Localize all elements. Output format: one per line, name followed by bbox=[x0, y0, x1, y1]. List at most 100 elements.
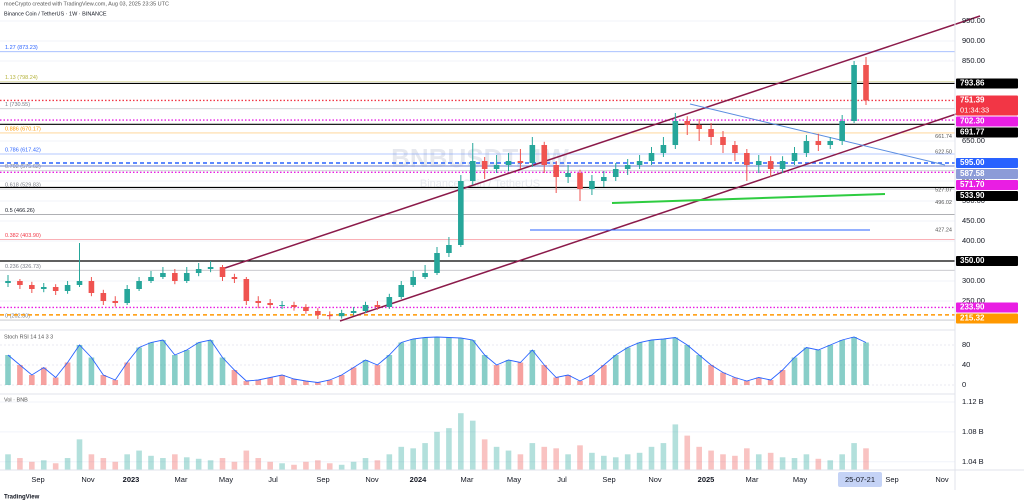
price-label-box bbox=[956, 95, 1018, 116]
volume-bar bbox=[708, 450, 714, 470]
price-label: 595.00 bbox=[960, 158, 985, 167]
volume-bar bbox=[732, 455, 738, 470]
oscillator-bar bbox=[398, 342, 405, 385]
candle-body bbox=[505, 161, 512, 165]
volume-bar bbox=[207, 460, 214, 470]
oscillator-bar bbox=[291, 379, 297, 385]
candle-body bbox=[481, 161, 488, 169]
volume-bar bbox=[362, 458, 369, 470]
y-tick-label: 250.00 bbox=[962, 296, 985, 305]
oscillator-bar bbox=[839, 340, 845, 385]
oscillator-bar bbox=[52, 377, 59, 385]
oscillator-bar bbox=[303, 381, 309, 385]
descending-line bbox=[689, 103, 946, 166]
candle-body bbox=[231, 277, 238, 279]
fib-label: 0.886 (670.17) bbox=[5, 126, 41, 132]
volume-bar bbox=[720, 454, 726, 470]
candle-body bbox=[732, 145, 738, 153]
fib-label: 0.5 (466.26) bbox=[5, 208, 35, 214]
header: moeCrypto created with TradingView.com, … bbox=[4, 1, 169, 7]
candle-body bbox=[779, 161, 786, 169]
volume-bar bbox=[350, 461, 357, 470]
candle-body bbox=[303, 307, 309, 311]
volume-bar bbox=[863, 448, 869, 470]
volume-bar bbox=[64, 458, 71, 470]
candle-body bbox=[553, 165, 559, 177]
oscillator-bar bbox=[362, 360, 369, 385]
candle-body bbox=[267, 303, 273, 305]
time-highlight bbox=[838, 472, 882, 487]
oscillator-bar bbox=[458, 338, 464, 385]
fib-label: 1.27 (873.23) bbox=[5, 45, 38, 51]
line-label: 527.07 bbox=[935, 188, 952, 194]
volume-bar bbox=[744, 448, 750, 470]
oscillator-bar bbox=[207, 340, 214, 385]
oscillator-bar bbox=[374, 365, 381, 385]
oscillator-bar bbox=[243, 381, 250, 385]
oscillator-bar bbox=[624, 347, 631, 385]
volume-bar bbox=[374, 460, 381, 470]
y-tick-label: 850.00 bbox=[962, 56, 985, 65]
oscillator-bar bbox=[589, 375, 595, 385]
oscillator-bar bbox=[636, 342, 643, 385]
oscillator-bar bbox=[469, 340, 476, 385]
price-label-box bbox=[956, 313, 1018, 324]
candle-body bbox=[76, 281, 83, 285]
candle-body bbox=[207, 267, 214, 269]
oscillator-bar bbox=[219, 357, 226, 385]
candle-body bbox=[660, 145, 667, 153]
fib-label: 1 (730.55) bbox=[5, 102, 30, 108]
oscillator-bar bbox=[612, 355, 619, 385]
y-tick-label: 1.04 B bbox=[962, 457, 984, 466]
volume-bar bbox=[5, 454, 11, 470]
oscillator-bar bbox=[696, 355, 702, 385]
candle-body bbox=[64, 285, 71, 291]
price-label-box bbox=[956, 191, 1018, 201]
volume-bar bbox=[219, 458, 226, 470]
oscillator-bar bbox=[279, 375, 285, 385]
candle-body bbox=[791, 153, 798, 161]
y-tick-label: 0 bbox=[962, 380, 966, 389]
x-tick-label: Nov bbox=[81, 475, 95, 484]
volume-bar bbox=[446, 428, 452, 470]
volume-bar bbox=[100, 458, 107, 470]
candle-body bbox=[863, 65, 869, 101]
volume-bar bbox=[696, 446, 702, 470]
candle-body bbox=[624, 165, 631, 169]
oscillator-bar bbox=[827, 345, 834, 385]
x-tick-label: Jul bbox=[557, 475, 567, 484]
oscillator-bar bbox=[577, 381, 583, 385]
volume-bar bbox=[160, 458, 166, 470]
volume-bar bbox=[386, 454, 393, 470]
volume-bar bbox=[29, 461, 35, 470]
volume-bar bbox=[303, 461, 309, 470]
volume-bar bbox=[612, 457, 619, 470]
watermark: BNBUSDT, 1W bbox=[391, 143, 569, 173]
volume-label: Vol · BNB bbox=[4, 397, 28, 403]
oscillator-bar bbox=[5, 355, 11, 385]
x-tick-label: May bbox=[507, 475, 521, 484]
oscillator-bar bbox=[64, 362, 71, 385]
y-tick-label: 900.00 bbox=[962, 36, 985, 45]
oscillator-bar bbox=[803, 347, 810, 385]
volume-bar bbox=[326, 463, 333, 470]
volume-bar bbox=[434, 431, 440, 470]
channel-upper bbox=[224, 15, 981, 269]
oscillator-bar bbox=[601, 365, 607, 385]
candle-body bbox=[326, 315, 333, 317]
oscillator-bar bbox=[124, 362, 130, 385]
volume-bar bbox=[529, 443, 536, 470]
price-label-box bbox=[956, 169, 1018, 179]
volume-bar bbox=[172, 454, 178, 470]
oscillator-line bbox=[7, 336, 867, 383]
price-label-box bbox=[956, 78, 1018, 89]
candle-body bbox=[589, 181, 595, 189]
volume-bar bbox=[410, 448, 416, 470]
x-tick-label: Sep bbox=[602, 475, 615, 484]
oscillator-bar bbox=[350, 367, 357, 385]
line-label: 622.50 bbox=[935, 149, 952, 155]
oscillator-bar bbox=[529, 350, 536, 385]
candle-body bbox=[434, 253, 440, 273]
oscillator-bar bbox=[434, 337, 440, 385]
x-tick-label: 2024 bbox=[410, 475, 428, 484]
